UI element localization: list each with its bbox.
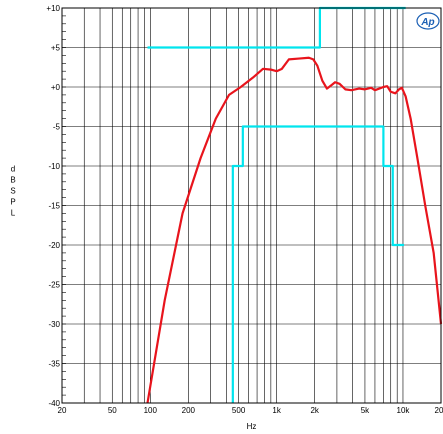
x-tick-label: 1k <box>272 406 281 415</box>
x-tick-label: 20 <box>58 406 67 415</box>
y-tick-label: -40 <box>48 399 60 408</box>
y-axis-label-letter: B <box>10 176 15 185</box>
y-tick-label: -20 <box>48 241 60 250</box>
y-axis-label-letter: S <box>10 187 15 196</box>
x-tick-label: 100 <box>144 406 158 415</box>
y-axis-label-letter: d <box>11 165 15 174</box>
y-tick-label: -5 <box>53 123 61 132</box>
logo-text: Ap <box>420 17 434 28</box>
x-tick-label: 5k <box>361 406 370 415</box>
plot-frame <box>61 7 442 404</box>
y-tick-label: -35 <box>48 360 60 369</box>
y-tick-label: -25 <box>48 281 60 290</box>
x-tick-label: 20k <box>435 406 443 415</box>
series-line-2 <box>231 125 405 403</box>
y-tick-label: +5 <box>51 44 61 53</box>
y-tick-label: -15 <box>48 202 60 211</box>
x-tick-label: 200 <box>182 406 196 415</box>
y-axis-label-letter: L <box>11 209 16 218</box>
x-tick-label: 2k <box>310 406 319 415</box>
x-tick-label: 50 <box>108 406 117 415</box>
x-tick-label: 500 <box>232 406 246 415</box>
ap-logo: Ap <box>416 12 440 30</box>
y-tick-label: +10 <box>46 4 60 13</box>
logo-ellipse <box>416 12 440 30</box>
x-tick-label: 10k <box>397 406 411 415</box>
y-axis-label-letter: P <box>10 198 15 207</box>
y-tick-label: -30 <box>48 320 60 329</box>
x-axis-label: Hz <box>247 422 257 431</box>
series-line-0 <box>146 56 443 404</box>
grid <box>61 7 442 404</box>
y-tick-label: -10 <box>48 162 60 171</box>
y-tick-label: +0 <box>51 83 61 92</box>
